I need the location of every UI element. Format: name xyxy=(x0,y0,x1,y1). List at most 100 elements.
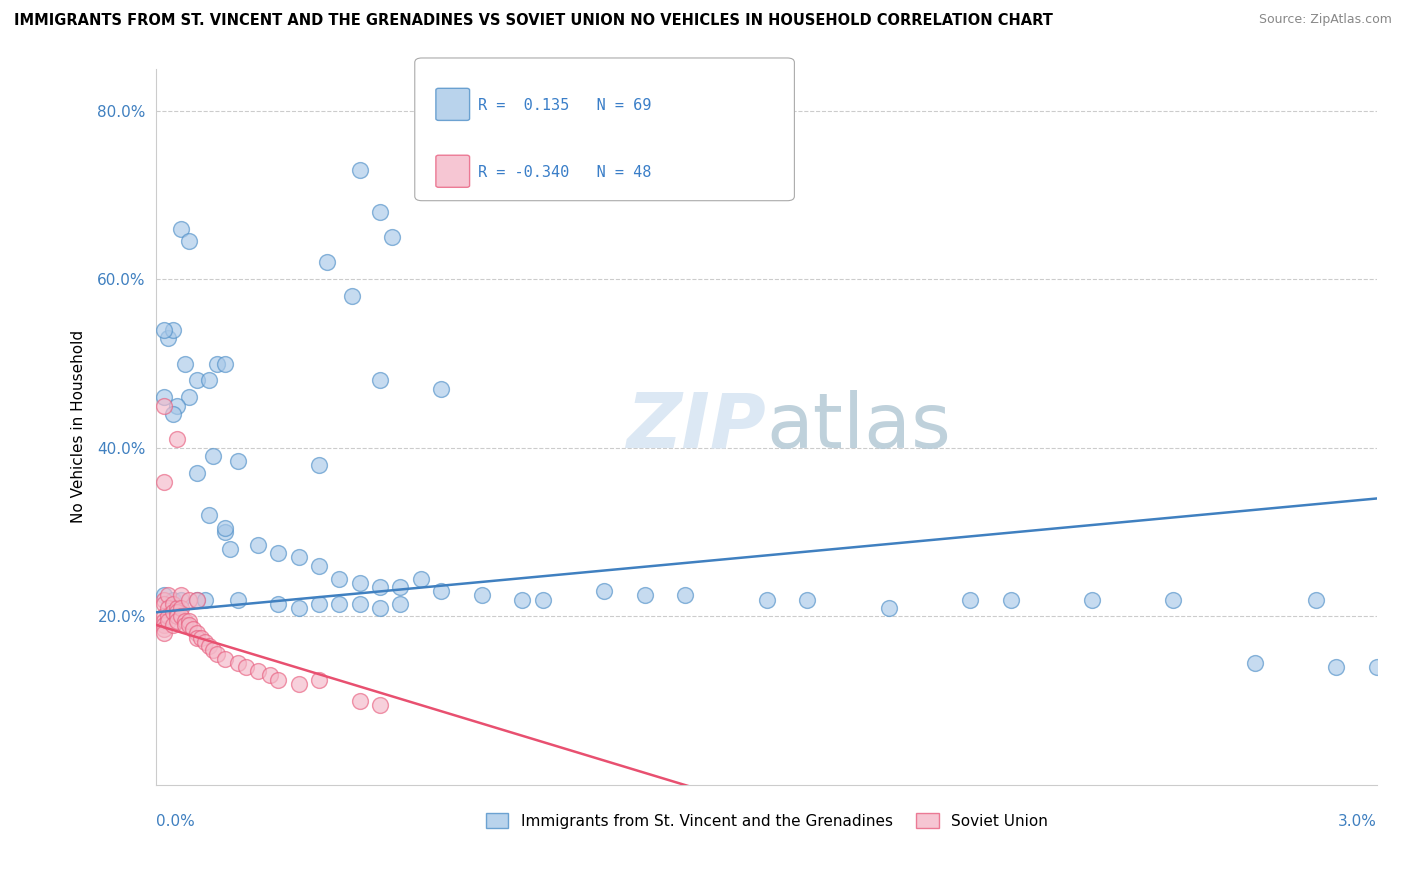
Point xyxy=(177,614,200,628)
Point xyxy=(170,592,193,607)
Text: Source: ZipAtlas.com: Source: ZipAtlas.com xyxy=(1258,13,1392,27)
Legend: Immigrants from St. Vincent and the Grenadines, Soviet Union: Immigrants from St. Vincent and the Gren… xyxy=(479,806,1053,835)
Point xyxy=(308,673,330,687)
Point xyxy=(173,618,195,632)
Point xyxy=(170,601,193,615)
Point xyxy=(157,601,180,615)
Point xyxy=(162,323,184,337)
Point xyxy=(316,255,339,269)
Point xyxy=(1365,660,1388,674)
Point xyxy=(389,597,412,611)
Point xyxy=(430,382,453,396)
Point xyxy=(177,592,200,607)
Point xyxy=(328,597,350,611)
Point xyxy=(153,614,176,628)
Point xyxy=(153,475,176,489)
Point xyxy=(308,558,330,573)
Point xyxy=(381,230,404,244)
Point xyxy=(796,592,818,607)
Point xyxy=(157,609,180,624)
Point xyxy=(1244,656,1267,670)
Point xyxy=(186,592,208,607)
Point xyxy=(259,668,281,682)
Point xyxy=(214,521,236,535)
Point xyxy=(755,592,778,607)
Point xyxy=(202,450,225,464)
Point xyxy=(349,597,371,611)
Point xyxy=(308,458,330,472)
Point xyxy=(166,614,188,628)
Text: 3.0%: 3.0% xyxy=(1339,814,1376,829)
Point xyxy=(162,618,184,632)
Point xyxy=(153,618,176,632)
Point xyxy=(162,592,184,607)
Point xyxy=(430,584,453,599)
Point xyxy=(177,235,200,249)
Point xyxy=(1163,592,1185,607)
Point xyxy=(194,592,217,607)
Point xyxy=(226,453,249,467)
Text: atlas: atlas xyxy=(766,390,952,464)
Point xyxy=(592,584,614,599)
Point xyxy=(531,592,554,607)
Point xyxy=(153,597,176,611)
Point xyxy=(633,589,655,603)
Point xyxy=(166,605,188,619)
Point xyxy=(1324,660,1347,674)
Point xyxy=(349,162,371,177)
Point xyxy=(190,631,212,645)
Point xyxy=(287,550,309,565)
Point xyxy=(207,648,229,662)
Point xyxy=(235,660,257,674)
Point xyxy=(177,618,200,632)
Point xyxy=(368,374,391,388)
Point xyxy=(162,597,184,611)
Point xyxy=(877,601,900,615)
Point xyxy=(173,614,195,628)
Point xyxy=(153,390,176,404)
Point xyxy=(287,601,309,615)
Point xyxy=(340,289,363,303)
Point xyxy=(226,592,249,607)
Point xyxy=(162,605,184,619)
Point xyxy=(157,614,180,628)
Point xyxy=(198,374,221,388)
Text: 0.0%: 0.0% xyxy=(156,814,195,829)
Point xyxy=(218,542,240,557)
Point xyxy=(186,631,208,645)
Point xyxy=(157,331,180,345)
Point xyxy=(194,634,217,648)
Point xyxy=(246,538,269,552)
Point xyxy=(157,589,180,603)
Point xyxy=(1305,592,1327,607)
Point xyxy=(512,592,534,607)
Point xyxy=(349,575,371,590)
Point xyxy=(170,609,193,624)
Point xyxy=(246,665,269,679)
Point xyxy=(328,572,350,586)
Point xyxy=(166,433,188,447)
Point xyxy=(368,601,391,615)
Point xyxy=(198,508,221,523)
Point xyxy=(267,673,290,687)
Point xyxy=(267,546,290,560)
Point xyxy=(173,357,195,371)
Point xyxy=(153,626,176,640)
Text: IMMIGRANTS FROM ST. VINCENT AND THE GRENADINES VS SOVIET UNION NO VEHICLES IN HO: IMMIGRANTS FROM ST. VINCENT AND THE GREN… xyxy=(14,13,1053,29)
Point xyxy=(1000,592,1022,607)
Text: R =  0.135   N = 69: R = 0.135 N = 69 xyxy=(478,98,651,112)
Point xyxy=(308,597,330,611)
Point xyxy=(170,221,193,235)
Point xyxy=(207,357,229,371)
Point xyxy=(214,651,236,665)
Y-axis label: No Vehicles in Household: No Vehicles in Household xyxy=(72,330,86,524)
Point xyxy=(1081,592,1104,607)
Point xyxy=(153,589,176,603)
Point xyxy=(186,466,208,480)
Point xyxy=(368,698,391,712)
Point xyxy=(170,589,193,603)
Point xyxy=(153,622,176,636)
Point xyxy=(389,580,412,594)
Point xyxy=(186,374,208,388)
Point xyxy=(267,597,290,611)
